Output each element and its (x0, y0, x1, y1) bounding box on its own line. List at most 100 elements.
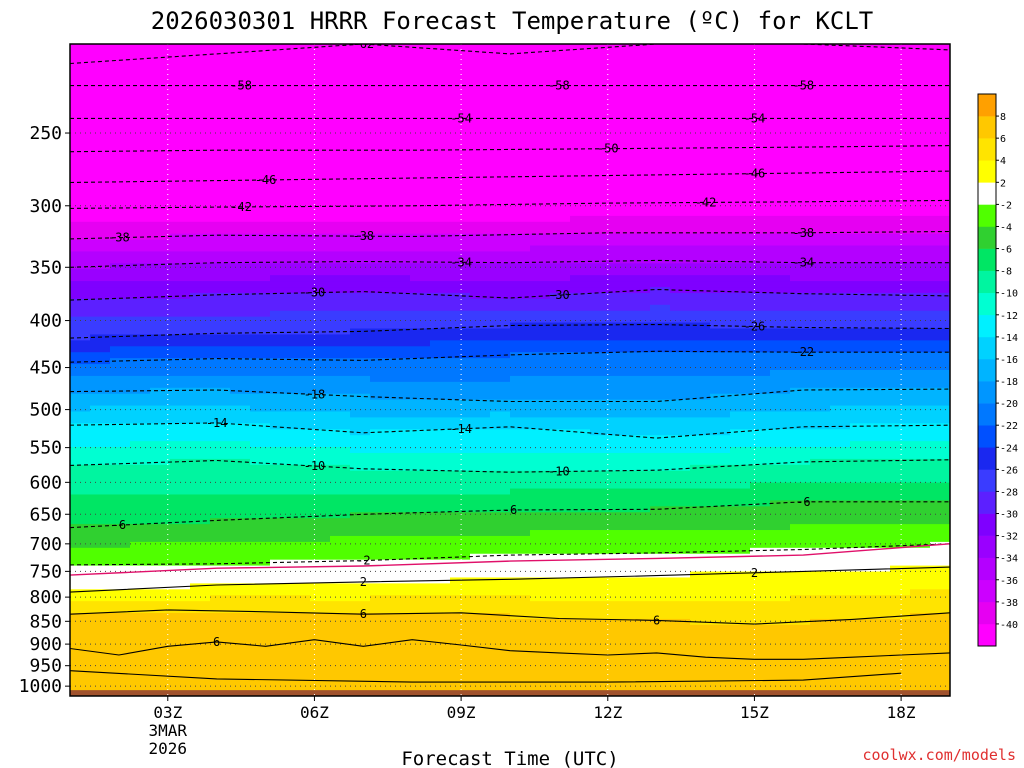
field-cell (730, 352, 751, 359)
field-cell (590, 132, 611, 140)
field-cell (90, 636, 111, 644)
field-cell (790, 381, 811, 389)
field-cell (730, 239, 751, 247)
field-cell (530, 67, 551, 75)
field-cell (410, 103, 431, 110)
field-cell (710, 613, 731, 620)
field-cell (410, 630, 431, 638)
field-cell (890, 109, 911, 116)
field-cell (470, 512, 491, 519)
field-cell (630, 192, 651, 199)
field-cell (610, 387, 631, 395)
field-cell (930, 524, 950, 531)
field-cell (250, 292, 271, 300)
field-cell (550, 577, 571, 584)
field-cell (370, 144, 391, 152)
field-cell (570, 678, 591, 685)
field-cell (730, 565, 751, 573)
field-cell (430, 304, 451, 312)
field-cell (590, 209, 611, 217)
field-cell (530, 583, 551, 590)
field-cell (510, 251, 531, 258)
field-cell (650, 251, 671, 258)
contour-label: -38 (792, 226, 814, 240)
field-cell (130, 221, 151, 229)
field-cell (430, 494, 451, 501)
field-cell (150, 44, 171, 51)
field-cell (230, 607, 251, 614)
field-cell (770, 198, 791, 205)
field-cell (530, 547, 551, 555)
field-cell (650, 488, 671, 496)
field-cell (430, 541, 451, 549)
field-cell (90, 126, 111, 134)
field-cell (90, 672, 111, 679)
field-cell (70, 417, 91, 424)
field-cell (450, 44, 471, 51)
field-cell (890, 452, 911, 460)
field-cell (190, 411, 211, 419)
field-cell (430, 310, 451, 318)
field-cell (630, 292, 651, 300)
field-cell (330, 512, 351, 519)
field-cell (670, 198, 691, 205)
field-cell (90, 607, 111, 614)
field-cell (770, 126, 791, 134)
field-cell (650, 565, 671, 573)
field-cell (650, 156, 671, 164)
field-cell (230, 452, 251, 460)
field-cell (510, 423, 531, 430)
field-cell (910, 642, 931, 650)
field-cell (170, 429, 191, 436)
field-cell (830, 245, 851, 253)
field-cell (570, 464, 591, 472)
field-cell (850, 221, 871, 229)
field-cell (370, 174, 391, 181)
field-cell (770, 263, 791, 270)
field-cell (290, 618, 311, 626)
field-cell (670, 263, 691, 270)
field-cell (310, 316, 331, 324)
field-cell (310, 411, 331, 419)
field-cell (750, 429, 771, 436)
field-cell (270, 678, 291, 685)
field-cell (410, 269, 431, 276)
field-cell (90, 559, 111, 567)
field-cell (770, 85, 791, 93)
field-cell (670, 607, 691, 614)
field-cell (150, 447, 171, 454)
field-cell (470, 458, 491, 466)
field-cell (870, 654, 891, 662)
y-tick-label: 550 (29, 438, 62, 459)
field-cell (90, 192, 111, 199)
field-cell (710, 269, 731, 276)
field-cell (410, 370, 431, 377)
field-cell (550, 73, 571, 81)
field-cell (630, 381, 651, 389)
field-cell (670, 281, 691, 288)
field-cell (430, 328, 451, 336)
field-cell (830, 387, 851, 395)
field-cell (330, 464, 351, 472)
field-cell (810, 126, 831, 134)
field-cell (910, 49, 931, 57)
field-cell (910, 239, 931, 247)
field-cell (850, 103, 871, 110)
field-cell (330, 257, 351, 264)
field-cell (210, 346, 231, 353)
field-cell (570, 73, 591, 81)
field-cell (690, 263, 711, 270)
field-cell (270, 162, 291, 170)
field-cell (510, 535, 531, 543)
field-cell (870, 447, 891, 454)
field-cell (510, 648, 531, 656)
field-cell (530, 660, 551, 667)
field-cell (770, 387, 791, 395)
field-cell (490, 370, 511, 377)
field-cell (790, 370, 811, 377)
field-cell (730, 334, 751, 341)
field-cell (330, 109, 351, 116)
field-cell (90, 518, 111, 525)
field-cell (450, 186, 471, 193)
field-cell (270, 209, 291, 217)
